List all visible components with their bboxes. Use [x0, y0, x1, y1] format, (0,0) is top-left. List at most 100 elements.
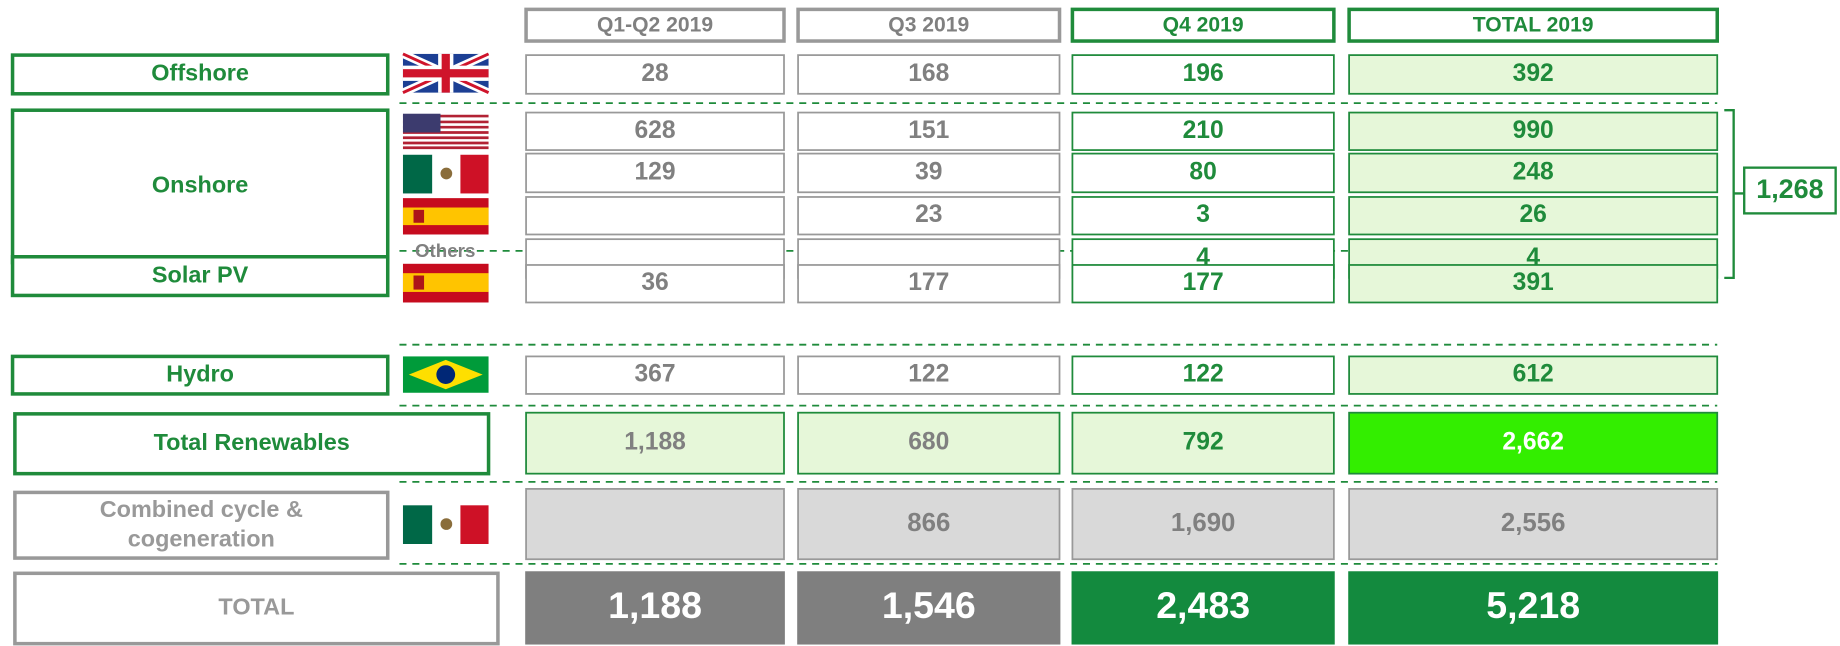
- cell-text: 2,556: [1501, 509, 1566, 537]
- flag-uk: [401, 50, 491, 97]
- cell-box: [797, 264, 1061, 304]
- cell-text: 367: [635, 361, 676, 388]
- flag-spain: [402, 263, 489, 303]
- flag-brazil: [402, 356, 489, 393]
- cell-box: [1071, 54, 1335, 95]
- cell-text: 2,662: [1502, 429, 1564, 456]
- cell-box: [1348, 111, 1719, 151]
- cell-text: 792: [1183, 429, 1224, 456]
- cell-box: [1743, 166, 1837, 215]
- cell-box: [525, 111, 785, 151]
- cell-text: 36: [641, 269, 668, 296]
- row-label: Offshore: [151, 60, 249, 86]
- cell-text: 122: [1183, 361, 1224, 388]
- cell-box: [1348, 196, 1719, 236]
- cell-text: 866: [907, 509, 950, 537]
- cell-box: [797, 152, 1061, 194]
- cell-box: [525, 152, 785, 194]
- cell-box: [10, 108, 390, 265]
- row-label: Hydro: [166, 360, 234, 386]
- cell-box: [797, 111, 1061, 151]
- cell-box: [1348, 571, 1719, 645]
- cell-text: 392: [1513, 60, 1554, 87]
- cell-text: 129: [635, 158, 676, 185]
- cell-box: [13, 412, 491, 476]
- cell-box: [1348, 54, 1719, 95]
- cell-box: [1071, 264, 1335, 304]
- cell-box: [525, 54, 785, 95]
- cell-box: [1348, 264, 1719, 304]
- cell-text: 1,188: [624, 429, 686, 456]
- cell-box: [1348, 488, 1719, 561]
- cell-text: 990: [1513, 117, 1554, 144]
- cell-box: [797, 355, 1061, 395]
- cell-text: 1,188: [608, 584, 702, 626]
- cell-text: 177: [1183, 269, 1224, 296]
- flags: [401, 50, 491, 544]
- cell-text: 1,546: [882, 584, 976, 626]
- cell-text: 196: [1183, 60, 1224, 87]
- cell-box: [797, 571, 1061, 645]
- cell-box: [525, 355, 785, 395]
- bracket: [1724, 109, 1745, 280]
- cell-box: [525, 264, 785, 304]
- row-label: Total Renewables: [154, 429, 350, 455]
- cell-box: [797, 54, 1061, 95]
- cell-box: [1071, 411, 1335, 475]
- flag-mexico: [402, 154, 489, 194]
- cell-text: 210: [1183, 117, 1224, 144]
- cell-box: [525, 488, 785, 561]
- cell-box: [1071, 488, 1335, 561]
- row-label: Onshore: [152, 172, 248, 198]
- column-header: Q4 2019: [1163, 13, 1244, 36]
- cell-text: 2,483: [1156, 584, 1250, 626]
- row-label: Combined cycle & cogeneration: [100, 496, 303, 551]
- cell-box: [525, 571, 785, 645]
- column-header: TOTAL 2019: [1473, 13, 1594, 36]
- cell-box: [1348, 411, 1719, 475]
- onshore-total: 1,268: [1756, 174, 1823, 204]
- cell-text: 5,218: [1486, 584, 1580, 626]
- cell-box: [1070, 7, 1336, 43]
- cell-box: [1348, 152, 1719, 194]
- cell-box: [13, 571, 500, 646]
- cell-text: 612: [1513, 361, 1554, 388]
- cell-text: 680: [908, 429, 949, 456]
- cell-text: 80: [1189, 158, 1216, 185]
- cell-box: [10, 254, 390, 298]
- cell-text: 122: [908, 361, 949, 388]
- cell-text: 26: [1519, 201, 1546, 228]
- column-header: Q1-Q2 2019: [597, 13, 713, 36]
- cell-box: [1071, 571, 1335, 645]
- cell-box: [1347, 7, 1719, 43]
- cell-box: [10, 53, 390, 96]
- flag-us: [402, 113, 489, 150]
- cell-text: 391: [1513, 269, 1554, 296]
- cell-box: [524, 7, 786, 43]
- cell-box: [797, 411, 1061, 475]
- cell-box: [1071, 152, 1335, 194]
- row-label: Solar PV: [152, 261, 249, 287]
- cell-box: [1071, 111, 1335, 151]
- others-label: Others: [415, 240, 475, 261]
- cell-box: [796, 7, 1062, 43]
- cell-box: [525, 411, 785, 475]
- cell-box: [10, 354, 390, 396]
- cell-text: 248: [1513, 158, 1554, 185]
- cell-text: 628: [635, 117, 676, 144]
- cell-box: [1071, 196, 1335, 236]
- cell-box: [13, 490, 390, 560]
- cell-text: 168: [908, 60, 949, 87]
- cell-text: 1,690: [1171, 509, 1236, 537]
- cell-box: [525, 196, 785, 236]
- cell-text: 39: [915, 158, 942, 185]
- cell-box: [1071, 355, 1335, 395]
- cell-text: 28: [641, 60, 668, 87]
- row-label: TOTAL: [218, 594, 294, 620]
- cell-text: 23: [915, 201, 942, 228]
- cell-text: 3: [1196, 201, 1210, 228]
- cell-box: [797, 488, 1061, 561]
- cell-text: 177: [908, 269, 949, 296]
- cell-text: 151: [908, 117, 949, 144]
